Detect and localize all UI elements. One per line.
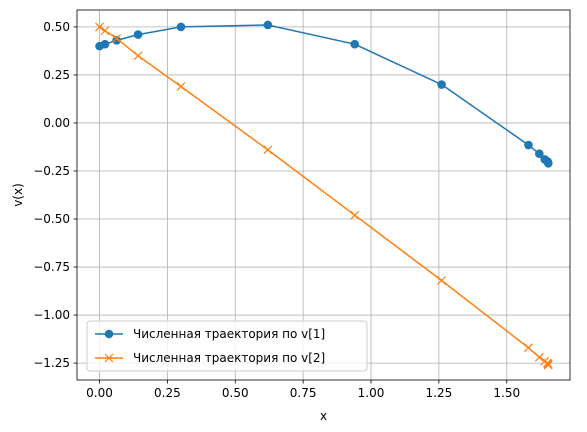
series-1-point	[264, 21, 273, 30]
y-tick-label: −0.50	[33, 212, 70, 226]
series-1-point	[350, 40, 359, 49]
y-tick-label: −0.25	[33, 164, 70, 178]
series-1-point	[524, 141, 533, 150]
legend-label-series-2: Численная траектория по v[2]	[133, 351, 325, 365]
legend-marker-series-1	[105, 330, 114, 339]
y-tick-label: −1.25	[33, 356, 70, 370]
x-tick-label: 1.50	[493, 386, 520, 400]
legend: Численная траектория по v[1] Численная т…	[87, 321, 367, 371]
x-axis-label: x	[320, 409, 327, 423]
y-axis-label: v(x)	[11, 183, 25, 207]
x-tick-label: 0.00	[86, 386, 113, 400]
x-tick-label: 0.50	[222, 386, 249, 400]
x-tick-label: 1.00	[358, 386, 385, 400]
y-tick-label: −0.75	[33, 260, 70, 274]
x-tick-label: 0.25	[154, 386, 181, 400]
y-tick-label: 0.25	[43, 68, 70, 82]
y-tick-label: −1.00	[33, 308, 70, 322]
series-1-point	[177, 23, 186, 32]
y-tick-label: 0.00	[43, 116, 70, 130]
x-tick-label: 1.25	[426, 386, 453, 400]
y-tick-label: 0.50	[43, 20, 70, 34]
series-1-point	[437, 80, 446, 89]
legend-label-series-1: Численная траектория по v[1]	[133, 327, 325, 341]
x-tick-label: 0.75	[290, 386, 317, 400]
series-1-point	[101, 40, 110, 49]
series-1-point	[544, 159, 553, 168]
series-1-point	[134, 30, 143, 39]
